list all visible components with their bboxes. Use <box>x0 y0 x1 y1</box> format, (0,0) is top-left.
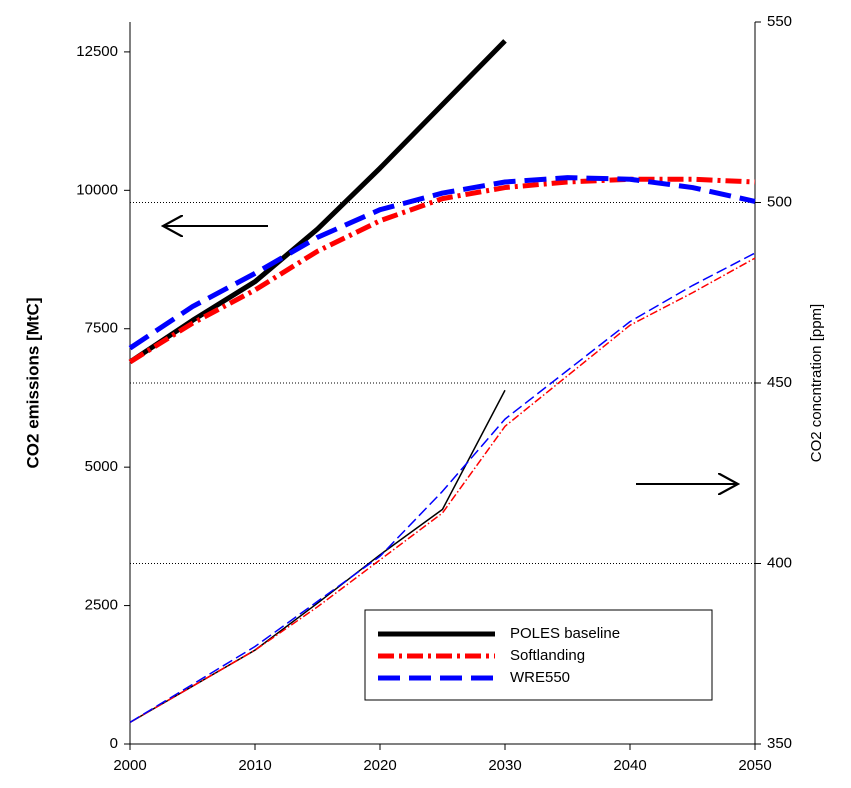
y2-tick-label: 400 <box>767 554 792 571</box>
y-tick-label: 2500 <box>85 597 118 614</box>
series-line <box>129 257 756 723</box>
y2-tick-label: 350 <box>767 735 792 752</box>
x-tick-label: 2020 <box>363 757 396 774</box>
series-line <box>128 176 756 365</box>
legend-label: Softlanding <box>510 647 585 664</box>
y-tick-label: 7500 <box>85 320 118 337</box>
x-tick-label: 2010 <box>238 757 271 774</box>
series-line <box>128 39 507 365</box>
y-tick-label: 12500 <box>76 43 118 60</box>
x-tick-label: 2050 <box>738 757 771 774</box>
series-line <box>128 175 756 351</box>
legend-label: POLES baseline <box>510 625 620 642</box>
x-tick-label: 2030 <box>488 757 521 774</box>
y-axis-label: CO2 emissions [MtC] <box>23 298 42 469</box>
y2-tick-label: 550 <box>767 13 792 30</box>
y2-tick-label: 450 <box>767 374 792 391</box>
x-tick-label: 2040 <box>613 757 646 774</box>
y-tick-label: 5000 <box>85 458 118 475</box>
y2-axis-label: CO2 concntration [ppm] <box>808 304 825 462</box>
y-tick-label: 0 <box>110 735 118 752</box>
series-line <box>129 252 756 723</box>
x-tick-label: 2000 <box>113 757 146 774</box>
series-line <box>129 389 506 723</box>
legend-label: WRE550 <box>510 669 570 686</box>
y2-tick-label: 500 <box>767 193 792 210</box>
y-tick-label: 10000 <box>76 181 118 198</box>
